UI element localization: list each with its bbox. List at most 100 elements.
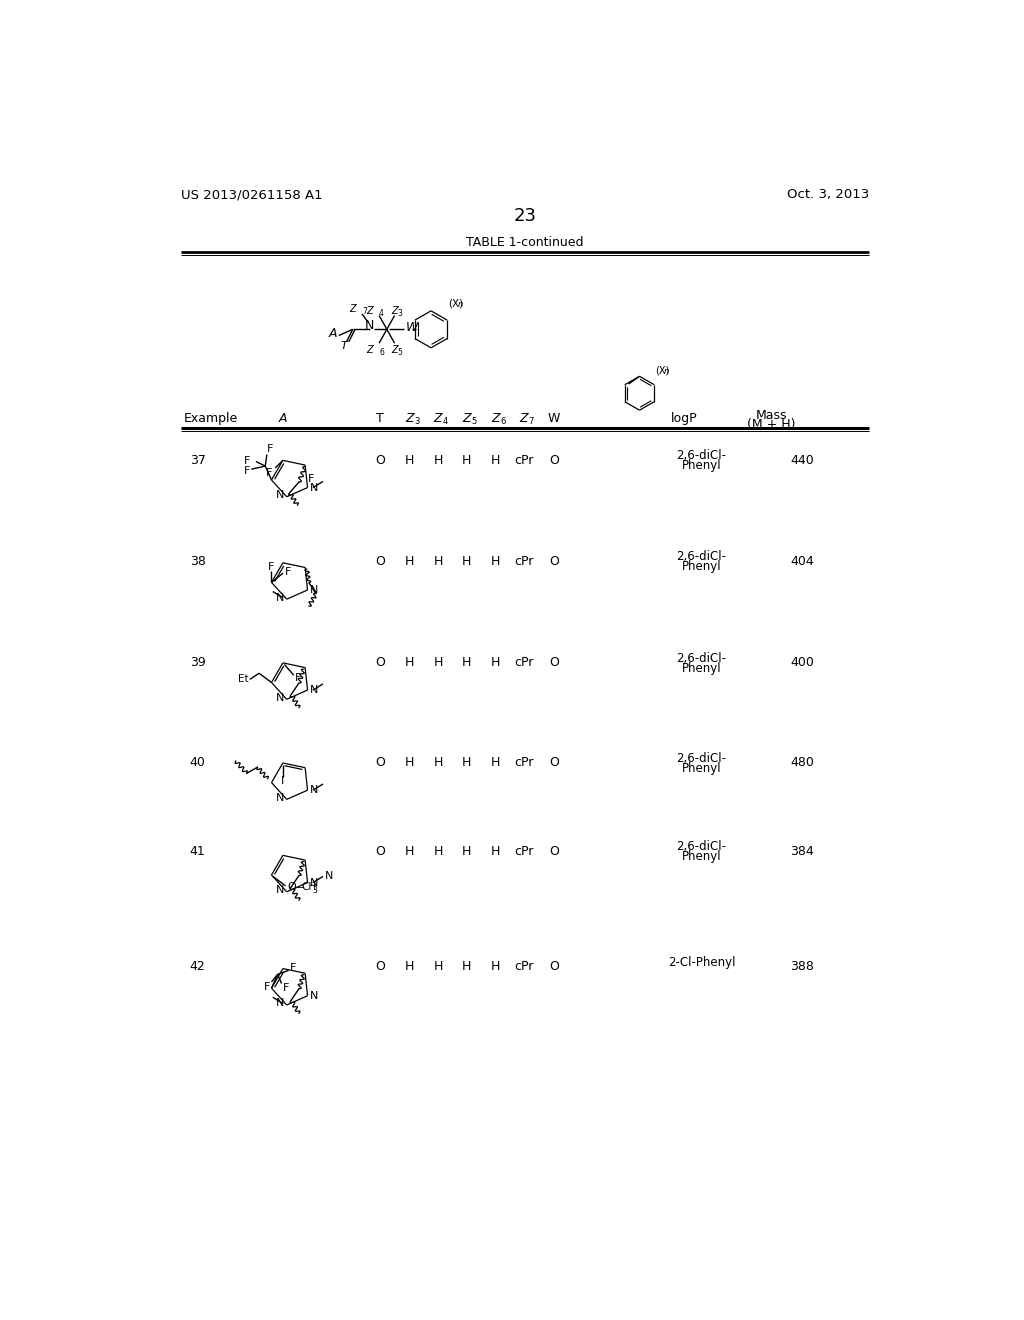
- Text: Z: Z: [406, 412, 414, 425]
- Text: H: H: [433, 454, 442, 467]
- Text: 440: 440: [791, 454, 814, 467]
- Text: H: H: [433, 756, 442, 770]
- Text: W: W: [406, 321, 418, 334]
- Text: 3: 3: [312, 886, 317, 895]
- Text: 2,6-diCl-: 2,6-diCl-: [677, 550, 726, 564]
- Text: 388: 388: [791, 961, 814, 973]
- Text: H: H: [462, 554, 471, 568]
- Text: H: H: [490, 845, 500, 858]
- Text: 5: 5: [397, 348, 401, 356]
- Text: N: N: [310, 585, 318, 595]
- Text: N: N: [276, 593, 285, 603]
- Text: Z: Z: [463, 412, 471, 425]
- Text: O: O: [549, 554, 559, 568]
- Text: Z: Z: [367, 306, 373, 315]
- Text: 42: 42: [189, 961, 206, 973]
- Text: Example: Example: [183, 412, 238, 425]
- Text: N: N: [310, 878, 318, 887]
- Text: A: A: [329, 327, 337, 341]
- Text: 39: 39: [189, 656, 206, 669]
- Text: cPr: cPr: [514, 845, 534, 858]
- Text: H: H: [404, 961, 414, 973]
- Text: H: H: [462, 756, 471, 770]
- Text: H: H: [433, 656, 442, 669]
- Text: F: F: [244, 457, 250, 466]
- Text: US 2013/0261158 A1: US 2013/0261158 A1: [180, 187, 323, 201]
- Text: O: O: [549, 656, 559, 669]
- Text: (X): (X): [655, 366, 670, 375]
- Text: 4: 4: [442, 417, 447, 426]
- Text: O: O: [375, 756, 385, 770]
- Text: H: H: [433, 845, 442, 858]
- Text: N: N: [310, 991, 318, 1001]
- Text: O: O: [375, 656, 385, 669]
- Text: —: —: [295, 882, 304, 892]
- Text: Z: Z: [349, 305, 356, 314]
- Text: Z: Z: [391, 345, 398, 355]
- Text: H: H: [404, 554, 414, 568]
- Text: N: N: [276, 490, 285, 500]
- Text: H: H: [462, 656, 471, 669]
- Text: N: N: [276, 693, 285, 702]
- Text: Phenyl: Phenyl: [682, 661, 721, 675]
- Text: O: O: [375, 454, 385, 467]
- Text: 23: 23: [513, 207, 537, 226]
- Text: 2-Cl-Phenyl: 2-Cl-Phenyl: [668, 956, 735, 969]
- Text: (M + H): (M + H): [746, 418, 796, 432]
- Text: F: F: [265, 467, 272, 478]
- Text: F: F: [290, 964, 297, 973]
- Text: 41: 41: [189, 845, 206, 858]
- Text: I: I: [282, 776, 285, 787]
- Text: F: F: [285, 566, 291, 577]
- Text: 3: 3: [397, 309, 401, 318]
- Text: Oct. 3, 2013: Oct. 3, 2013: [786, 187, 869, 201]
- Text: H: H: [404, 656, 414, 669]
- Text: (X): (X): [449, 298, 463, 308]
- Text: H: H: [490, 756, 500, 770]
- Text: O: O: [375, 845, 385, 858]
- Text: H: H: [490, 454, 500, 467]
- Text: N: N: [325, 871, 333, 882]
- Text: 40: 40: [189, 756, 206, 770]
- Text: H: H: [404, 845, 414, 858]
- Text: N: N: [276, 886, 285, 895]
- Text: Z: Z: [520, 412, 528, 425]
- Text: n: n: [664, 367, 669, 376]
- Text: T: T: [376, 412, 384, 425]
- Text: F: F: [268, 562, 274, 572]
- Text: cPr: cPr: [514, 454, 534, 467]
- Text: O: O: [375, 554, 385, 568]
- Text: F: F: [295, 673, 302, 684]
- Text: 400: 400: [791, 656, 814, 669]
- Text: TABLE 1-continued: TABLE 1-continued: [466, 236, 584, 249]
- Text: 2,6-diCl-: 2,6-diCl-: [677, 652, 726, 665]
- Text: O: O: [549, 845, 559, 858]
- Text: 7: 7: [528, 417, 535, 426]
- Text: O: O: [549, 961, 559, 973]
- Text: O: O: [287, 882, 296, 892]
- Text: CH: CH: [301, 882, 316, 892]
- Text: F: F: [308, 474, 314, 484]
- Text: 6: 6: [379, 348, 384, 356]
- Text: 4: 4: [379, 309, 384, 318]
- Text: Phenyl: Phenyl: [682, 459, 721, 473]
- Text: Phenyl: Phenyl: [682, 850, 721, 863]
- Text: F: F: [244, 466, 250, 475]
- Text: Phenyl: Phenyl: [682, 560, 721, 573]
- Text: N: N: [310, 483, 318, 492]
- Text: 480: 480: [791, 756, 814, 770]
- Text: N: N: [310, 685, 318, 696]
- Text: 5: 5: [471, 417, 476, 426]
- Text: n: n: [458, 300, 463, 309]
- Text: H: H: [433, 554, 442, 568]
- Text: 384: 384: [791, 845, 814, 858]
- Text: H: H: [490, 961, 500, 973]
- Text: Et: Et: [238, 675, 248, 684]
- Text: 3: 3: [414, 417, 420, 426]
- Text: cPr: cPr: [514, 656, 534, 669]
- Text: 37: 37: [189, 454, 206, 467]
- Text: Z: Z: [434, 412, 442, 425]
- Text: O: O: [549, 454, 559, 467]
- Text: 404: 404: [791, 554, 814, 568]
- Text: Mass: Mass: [756, 409, 787, 422]
